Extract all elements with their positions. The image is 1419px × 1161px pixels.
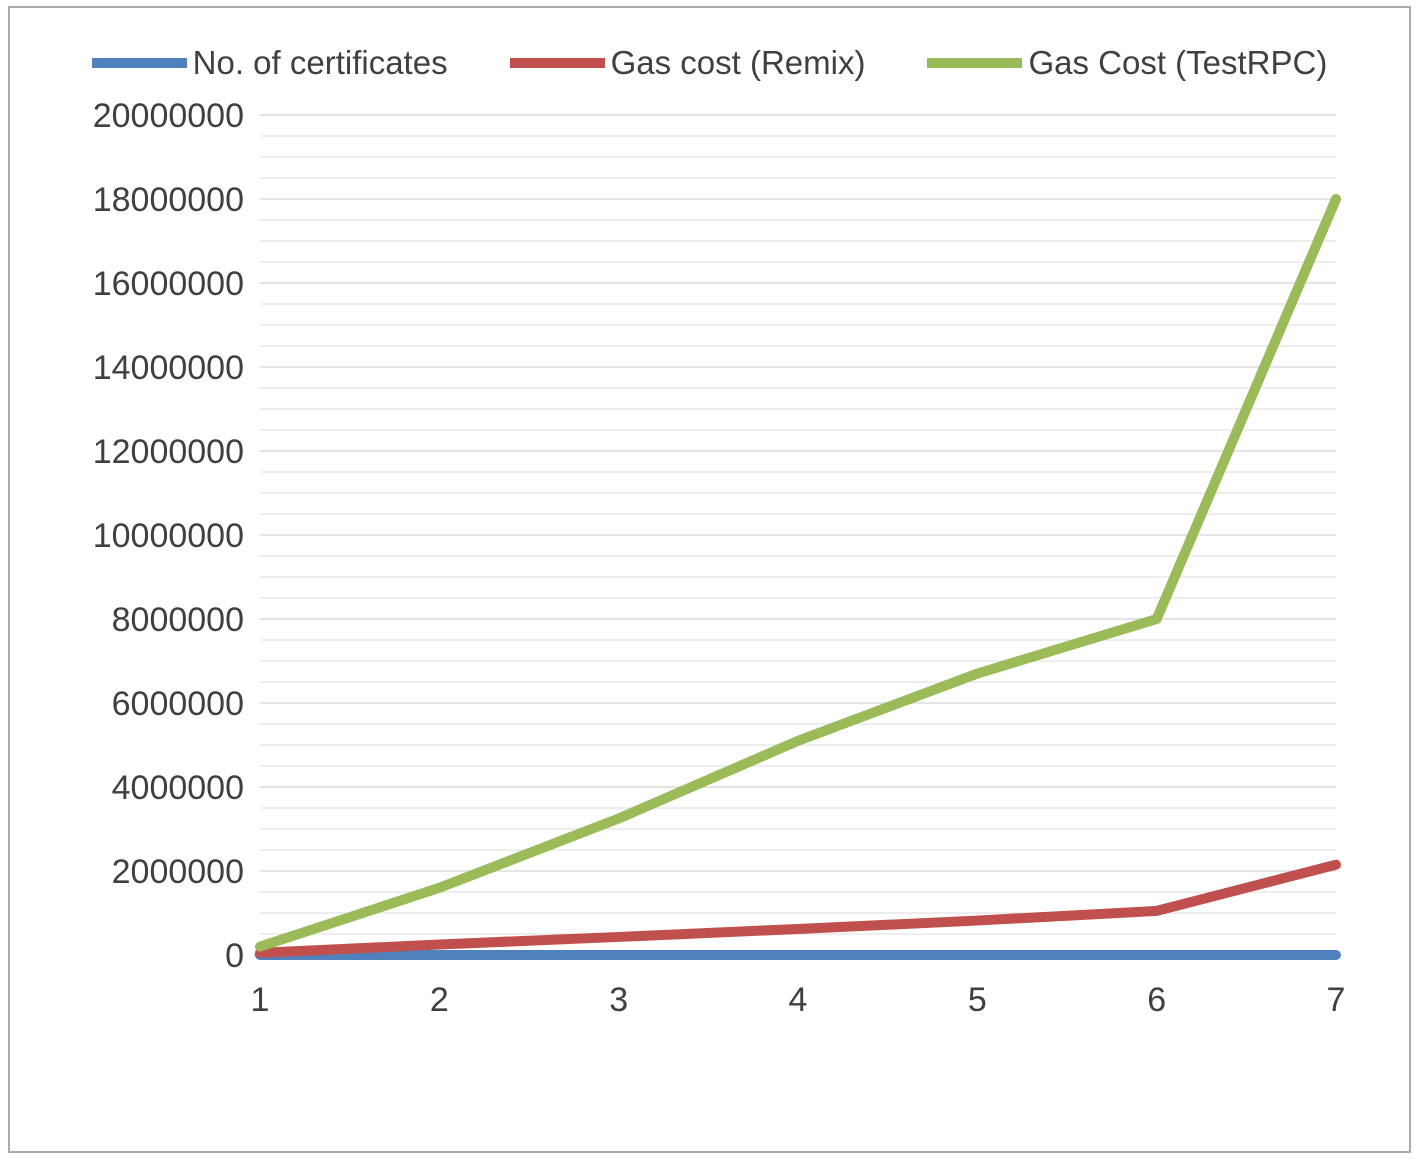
chart-legend: No. of certificates Gas cost (Remix) Gas C…	[0, 44, 1419, 82]
y-tick-label: 20000000	[93, 97, 244, 135]
legend-label-3: Gas Cost (TestRPC)	[1028, 44, 1328, 81]
y-tick-label: 18000000	[93, 181, 244, 219]
x-tick-label: 3	[609, 981, 628, 1019]
y-tick-label: 12000000	[93, 433, 244, 471]
x-tick-label: 6	[1147, 981, 1166, 1019]
x-tick-label: 4	[789, 981, 808, 1019]
series-line-3	[255, 194, 1341, 952]
series-line-2	[255, 859, 1341, 958]
y-tick-label: 8000000	[112, 601, 244, 639]
legend-item-2: Gas cost (Remix)	[509, 44, 866, 82]
legend-swatch-1	[91, 58, 187, 68]
y-tick-label: 10000000	[93, 517, 244, 555]
y-tick-label: 2000000	[112, 853, 244, 891]
x-tick-label: 7	[1327, 981, 1346, 1019]
legend-swatch-2	[509, 58, 605, 68]
x-tick-label: 5	[968, 981, 987, 1019]
legend-item-3: Gas Cost (TestRPC)	[927, 44, 1327, 82]
y-tick-label: 0	[225, 937, 244, 975]
legend-item-1: No. of certificates	[91, 44, 448, 82]
y-tick-label: 16000000	[93, 265, 244, 303]
y-tick-label: 14000000	[93, 349, 244, 387]
legend-label-2: Gas cost (Remix)	[610, 44, 866, 81]
legend-label-1: No. of certificates	[192, 44, 448, 81]
y-tick-label: 4000000	[112, 769, 244, 807]
x-tick-label: 2	[430, 981, 449, 1019]
x-tick-label: 1	[251, 981, 270, 1019]
legend-swatch-3	[927, 58, 1023, 68]
y-tick-label: 6000000	[112, 685, 244, 723]
